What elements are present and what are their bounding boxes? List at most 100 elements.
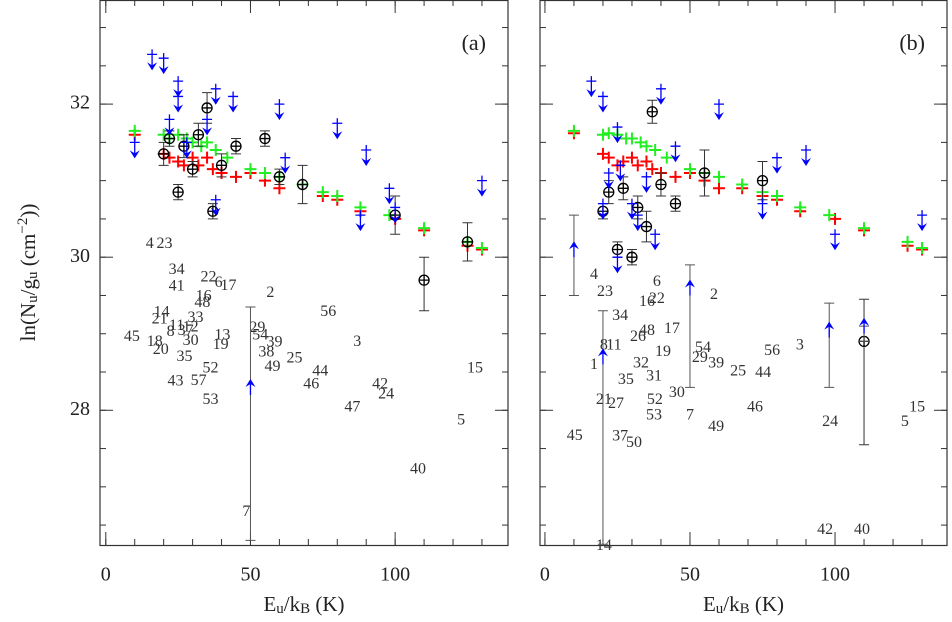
y-axis-label-part: /g bbox=[16, 279, 40, 296]
point-label: 29 bbox=[692, 349, 708, 366]
point-label: 52 bbox=[203, 360, 219, 377]
data-point bbox=[158, 148, 170, 160]
point-label: 39 bbox=[266, 334, 282, 351]
upper-limit bbox=[626, 198, 637, 216]
data-point bbox=[625, 151, 638, 164]
data-point bbox=[201, 102, 213, 114]
upper-limit-head bbox=[772, 165, 783, 174]
x-axis-label-part: (K) bbox=[750, 592, 784, 616]
point-label: 17 bbox=[220, 277, 236, 294]
data-point bbox=[669, 170, 682, 183]
upper-limit bbox=[713, 99, 724, 117]
plot-frame bbox=[539, 0, 948, 547]
point-label: 22 bbox=[649, 290, 665, 307]
data-point bbox=[858, 222, 871, 235]
x-tick-label: 100 bbox=[380, 564, 410, 586]
data-point bbox=[418, 222, 431, 235]
point-label: 8 bbox=[167, 323, 175, 340]
point-label: 32 bbox=[633, 354, 649, 371]
data-point bbox=[206, 163, 219, 176]
y-tick-label: 28 bbox=[70, 398, 90, 420]
upper-limit bbox=[917, 210, 928, 228]
lower-limit-head bbox=[684, 279, 695, 288]
point-label: 42 bbox=[372, 376, 388, 393]
point-label: 42 bbox=[817, 521, 833, 538]
upper-limit bbox=[612, 252, 623, 270]
data-point bbox=[646, 163, 659, 176]
data-point bbox=[475, 242, 488, 255]
data-point bbox=[602, 151, 615, 164]
x-axis-label: Eu/kB (K) bbox=[703, 592, 784, 617]
point-label: 12 bbox=[183, 318, 199, 335]
plot-frame bbox=[99, 0, 509, 547]
upper-limit-head bbox=[586, 89, 597, 98]
x-axis-label-part: u bbox=[276, 601, 284, 617]
point-label: 44 bbox=[755, 364, 771, 381]
data-point bbox=[128, 124, 141, 137]
data-point bbox=[215, 159, 228, 171]
point-label: 23 bbox=[157, 235, 173, 252]
y-axis-label-part: u bbox=[25, 295, 41, 303]
upper-limit-head bbox=[361, 158, 372, 167]
upper-limit bbox=[757, 198, 768, 216]
upper-limit bbox=[603, 167, 614, 185]
point-label: 41 bbox=[169, 278, 185, 295]
y-tick-label: 32 bbox=[70, 92, 90, 114]
data-point bbox=[230, 140, 242, 152]
point-label: 8 bbox=[600, 337, 608, 354]
upper-limit bbox=[164, 114, 175, 132]
point-label: 22 bbox=[201, 269, 217, 286]
point-label: 11 bbox=[169, 317, 184, 334]
point-label: 6 bbox=[653, 273, 661, 290]
data-point bbox=[712, 170, 725, 183]
point-label: 23 bbox=[597, 283, 613, 300]
x-tick-label: 50 bbox=[240, 564, 260, 586]
error-bar bbox=[824, 302, 835, 388]
point-label: 25 bbox=[286, 350, 302, 367]
x-axis-label-part: /k bbox=[284, 592, 301, 616]
point-label: 53 bbox=[203, 391, 219, 408]
upper-limit-head bbox=[650, 242, 661, 251]
error-bar bbox=[245, 306, 256, 541]
upper-limit-head bbox=[917, 223, 928, 232]
point-label: 44 bbox=[312, 363, 328, 380]
data-point bbox=[640, 155, 653, 168]
x-axis-label-part: E bbox=[703, 592, 716, 616]
upper-limit bbox=[612, 122, 623, 140]
point-label: 53 bbox=[646, 406, 662, 423]
upper-limit-head bbox=[164, 127, 175, 136]
data-point bbox=[660, 151, 673, 164]
point-label: 34 bbox=[169, 261, 185, 278]
point-label: 5 bbox=[457, 412, 465, 429]
point-label: 56 bbox=[320, 303, 336, 320]
point-label: 37 bbox=[178, 322, 194, 339]
point-label: 33 bbox=[187, 309, 203, 326]
upper-limit-head bbox=[181, 150, 192, 159]
point-label: 37 bbox=[612, 428, 628, 445]
data-point bbox=[221, 151, 234, 164]
data-point bbox=[461, 236, 474, 248]
data-point bbox=[617, 182, 629, 194]
point-label: 14 bbox=[596, 537, 612, 554]
upper-limit bbox=[801, 145, 812, 163]
upper-limit bbox=[332, 118, 343, 136]
upper-limit-head bbox=[390, 215, 401, 224]
point-label: 3 bbox=[796, 337, 804, 354]
upper-limit bbox=[173, 91, 184, 109]
panel-label: (a) bbox=[462, 30, 486, 55]
data-point bbox=[771, 189, 784, 202]
data-point bbox=[192, 159, 205, 172]
upper-limit bbox=[641, 171, 652, 189]
upper-limit bbox=[280, 152, 291, 170]
point-label: 25 bbox=[730, 363, 746, 380]
point-label: 13 bbox=[214, 327, 230, 344]
x-axis-label-part: (K) bbox=[310, 592, 344, 616]
upper-limit bbox=[355, 210, 366, 228]
point-label: 15 bbox=[467, 360, 483, 377]
x-axis-label-part: B bbox=[740, 601, 750, 617]
point-label: 24 bbox=[822, 413, 838, 430]
y-tick-label: 30 bbox=[70, 245, 90, 267]
data-point bbox=[625, 132, 638, 145]
x-axis-label: Eu/kB (K) bbox=[263, 592, 344, 617]
